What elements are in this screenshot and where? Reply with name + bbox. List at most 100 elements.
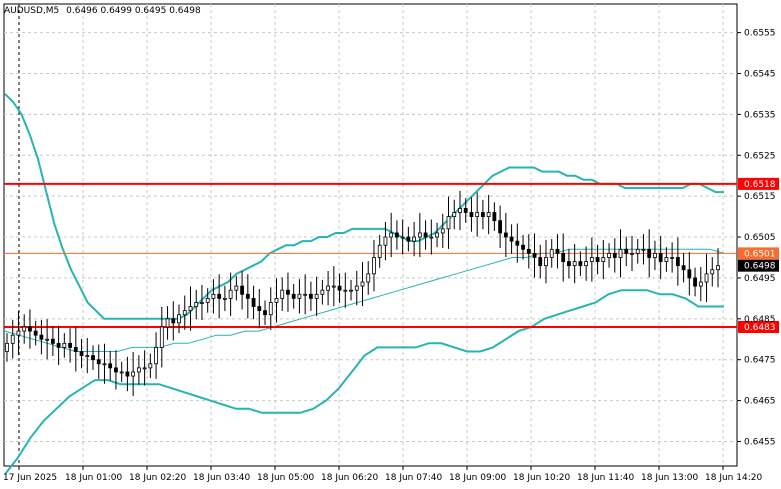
- candle-body: [73, 347, 78, 352]
- candle-body: [452, 212, 457, 218]
- candle-body: [440, 228, 445, 234]
- candle-body: [607, 252, 611, 258]
- candle-body: [268, 302, 273, 316]
- price-axis[interactable]: 0.6555 0.6545 0.6535 0.6525 0.6515 0.6505 0.64…: [737, 29, 776, 448]
- candle-body: [297, 293, 302, 299]
- candle-body: [205, 297, 210, 303]
- candle-body: [10, 334, 15, 344]
- candle-body: [653, 252, 657, 258]
- middle-band-line: [4, 248, 725, 352]
- candle-body: [366, 273, 371, 283]
- candle-body: [670, 257, 675, 259]
- candle-body: [498, 220, 503, 234]
- candle-body: [119, 371, 124, 374]
- candle-body: [326, 285, 330, 291]
- candle-body: [5, 342, 9, 352]
- candle-body: [389, 232, 394, 238]
- current-price-label: 0.6498: [744, 262, 776, 272]
- candle-body: [79, 351, 84, 357]
- candle-body: [509, 236, 514, 242]
- price-level-tag: [738, 320, 779, 333]
- y-tick-label: 0.6525: [744, 151, 776, 161]
- candle-body: [28, 326, 32, 332]
- candle-body: [320, 289, 325, 295]
- candle-body: [251, 297, 256, 307]
- candle-body: [240, 285, 244, 295]
- price-level-tag: [738, 247, 779, 260]
- candle-body: [555, 248, 560, 254]
- candle-body: [131, 371, 136, 377]
- candle-body: [567, 261, 571, 267]
- candle-body: [96, 359, 101, 365]
- y-tick-label: 0.6505: [744, 233, 776, 243]
- candle-body: [159, 326, 164, 348]
- candle-body: [532, 252, 537, 258]
- chart-title: AUDUSD,M5 0.6496 0.6499 0.6495 0.6498: [4, 6, 201, 16]
- candle-body: [257, 306, 262, 312]
- candle-body: [291, 293, 296, 299]
- y-tick-label: 0.6555: [744, 29, 776, 39]
- candle-body: [136, 367, 141, 373]
- price-level-tag: [738, 177, 779, 190]
- candle-body: [515, 240, 520, 246]
- candle-body: [475, 212, 480, 218]
- upper-band-line: [4, 93, 724, 320]
- y-tick-label: 0.6535: [744, 110, 776, 120]
- candle-body: [526, 248, 531, 254]
- candle-body: [377, 244, 382, 258]
- x-tick-label: 17 Jun 2025: [3, 473, 57, 483]
- candle-body: [331, 285, 336, 288]
- candle-body: [635, 248, 640, 254]
- candles: [5, 190, 720, 397]
- candle-body: [641, 248, 646, 251]
- candle-body: [538, 257, 543, 267]
- candle-body: [171, 318, 176, 324]
- candle-body: [549, 248, 554, 258]
- candle-body: [417, 232, 422, 238]
- candle-body: [435, 232, 439, 238]
- y-tick-label: 0.6485: [744, 315, 776, 325]
- candle-body: [429, 236, 434, 239]
- candle-body: [463, 208, 468, 213]
- bollinger-bands: [4, 93, 725, 475]
- candle-body: [486, 212, 491, 218]
- x-tick-label: 18 Jun 01:00: [65, 473, 122, 483]
- candle-body: [503, 232, 508, 238]
- candle-body: [154, 347, 158, 365]
- candle-body: [16, 330, 21, 336]
- lower-band-line: [4, 289, 724, 475]
- candle-body: [446, 216, 451, 230]
- candle-body: [125, 371, 130, 377]
- y-tick-label: 0.6515: [744, 192, 776, 202]
- candle-body: [584, 261, 589, 267]
- candle-body: [647, 248, 652, 258]
- candle-body: [372, 257, 376, 275]
- time-axis[interactable]: 17 Jun 2025 18 Jun 01:00 18 Jun 02:20 18 Ju…: [3, 466, 762, 483]
- x-tick-label: 18 Jun 06:20: [321, 473, 378, 483]
- candle-body: [561, 252, 566, 262]
- candle-body: [228, 289, 233, 299]
- candle-body: [39, 334, 44, 340]
- y-tick-label: 0.6455: [744, 437, 776, 447]
- candle-body: [234, 285, 239, 291]
- y-tick-label: 0.6545: [744, 70, 776, 80]
- x-tick-label: 18 Jun 03:40: [193, 473, 250, 483]
- price-level-tag-label: 0.6518: [744, 180, 776, 190]
- candle-body: [142, 367, 147, 370]
- candle-body: [595, 257, 600, 262]
- plot-frame: [3, 3, 738, 467]
- x-tick-label: 18 Jun 05:00: [257, 473, 314, 483]
- y-tick-label: 0.6465: [744, 397, 776, 407]
- candle-body: [658, 252, 663, 262]
- x-tick-label: 18 Jun 10:20: [513, 473, 570, 483]
- candle-body: [469, 212, 474, 218]
- candle-body: [222, 297, 227, 300]
- candle-body: [68, 342, 72, 348]
- candle-body: [45, 338, 50, 341]
- candle-body: [681, 265, 686, 271]
- candle-body: [601, 257, 606, 262]
- candle-body: [177, 314, 181, 324]
- candle-body: [572, 261, 577, 267]
